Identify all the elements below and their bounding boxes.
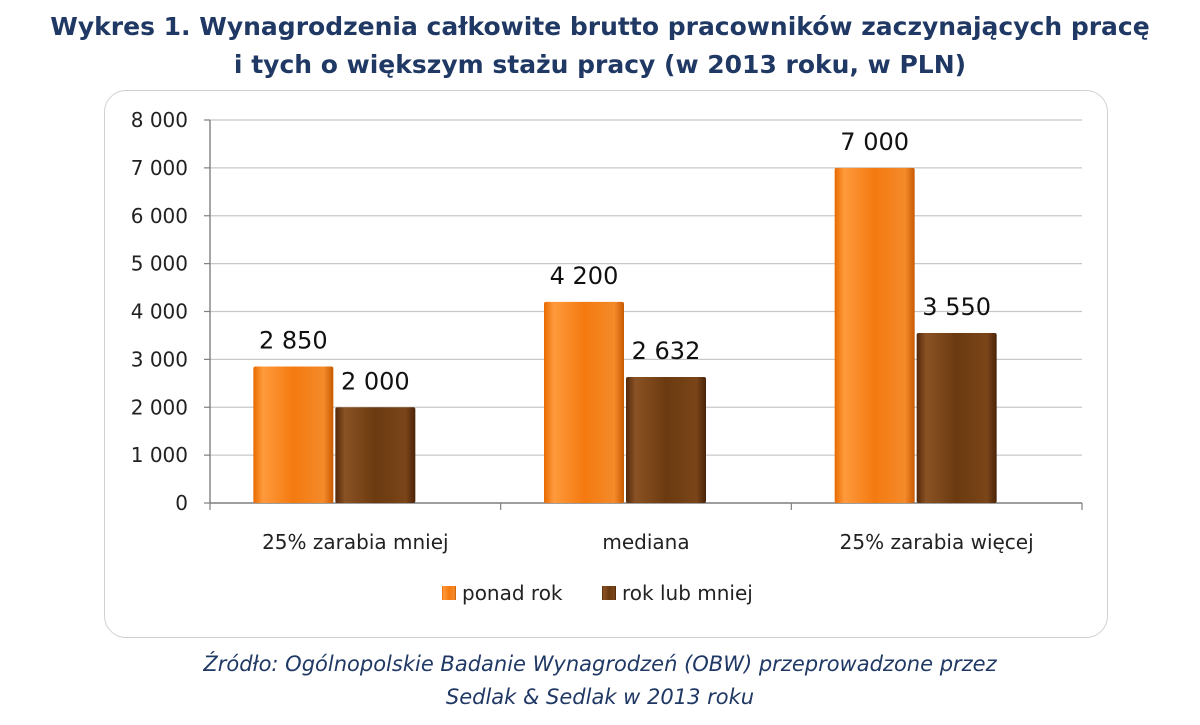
chart-title-line-2: i tych o większym stażu pracy (w 2013 ro…	[233, 50, 967, 79]
data-label: 3 550	[922, 293, 991, 321]
legend-label: rok lub mniej	[622, 581, 753, 605]
legend-swatch	[442, 586, 456, 600]
chart-source-note: Źródło: Ogólnopolskie Badanie Wynagrodze…	[0, 648, 1200, 714]
legend-label: ponad rok	[462, 581, 563, 605]
chart-title: Wykres 1. Wynagrodzenia całkowite brutto…	[0, 8, 1200, 84]
y-tick-label: 5 000	[131, 252, 188, 276]
source-line-2: Sedlak & Sedlak w 2013 roku	[445, 685, 755, 709]
x-tick-label: 25% zarabia więcej	[840, 530, 1034, 554]
y-tick-label: 2 000	[131, 395, 188, 419]
y-tick-label: 4 000	[131, 300, 188, 324]
bar-rok-lub-mniej	[626, 376, 706, 503]
y-tick-label: 3 000	[131, 347, 188, 371]
x-tick-label: mediana	[602, 530, 689, 554]
x-tick-label: 25% zarabia mniej	[262, 530, 448, 554]
bar-rok-lub-mniej	[916, 333, 997, 503]
bar-ponad-rok	[253, 366, 334, 503]
y-tick-label: 8 000	[131, 108, 188, 132]
y-tick-label: 6 000	[131, 204, 188, 228]
legend-swatch	[602, 586, 616, 600]
y-tick-label: 7 000	[131, 156, 188, 180]
source-line-1: Źródło: Ogólnopolskie Badanie Wynagrodze…	[203, 652, 997, 676]
data-label: 7 000	[840, 128, 909, 156]
chart-title-line-1: Wykres 1. Wynagrodzenia całkowite brutto…	[50, 12, 1150, 41]
y-tick-label: 0	[175, 491, 188, 515]
bar-ponad-rok	[834, 167, 915, 503]
data-label: 4 200	[550, 262, 619, 290]
y-tick-label: 1 000	[131, 443, 188, 467]
data-label: 2 632	[632, 337, 701, 365]
data-label: 2 850	[259, 327, 328, 355]
data-label: 2 000	[341, 367, 410, 395]
bar-ponad-rok	[544, 301, 624, 503]
bar-rok-lub-mniej	[335, 407, 416, 503]
